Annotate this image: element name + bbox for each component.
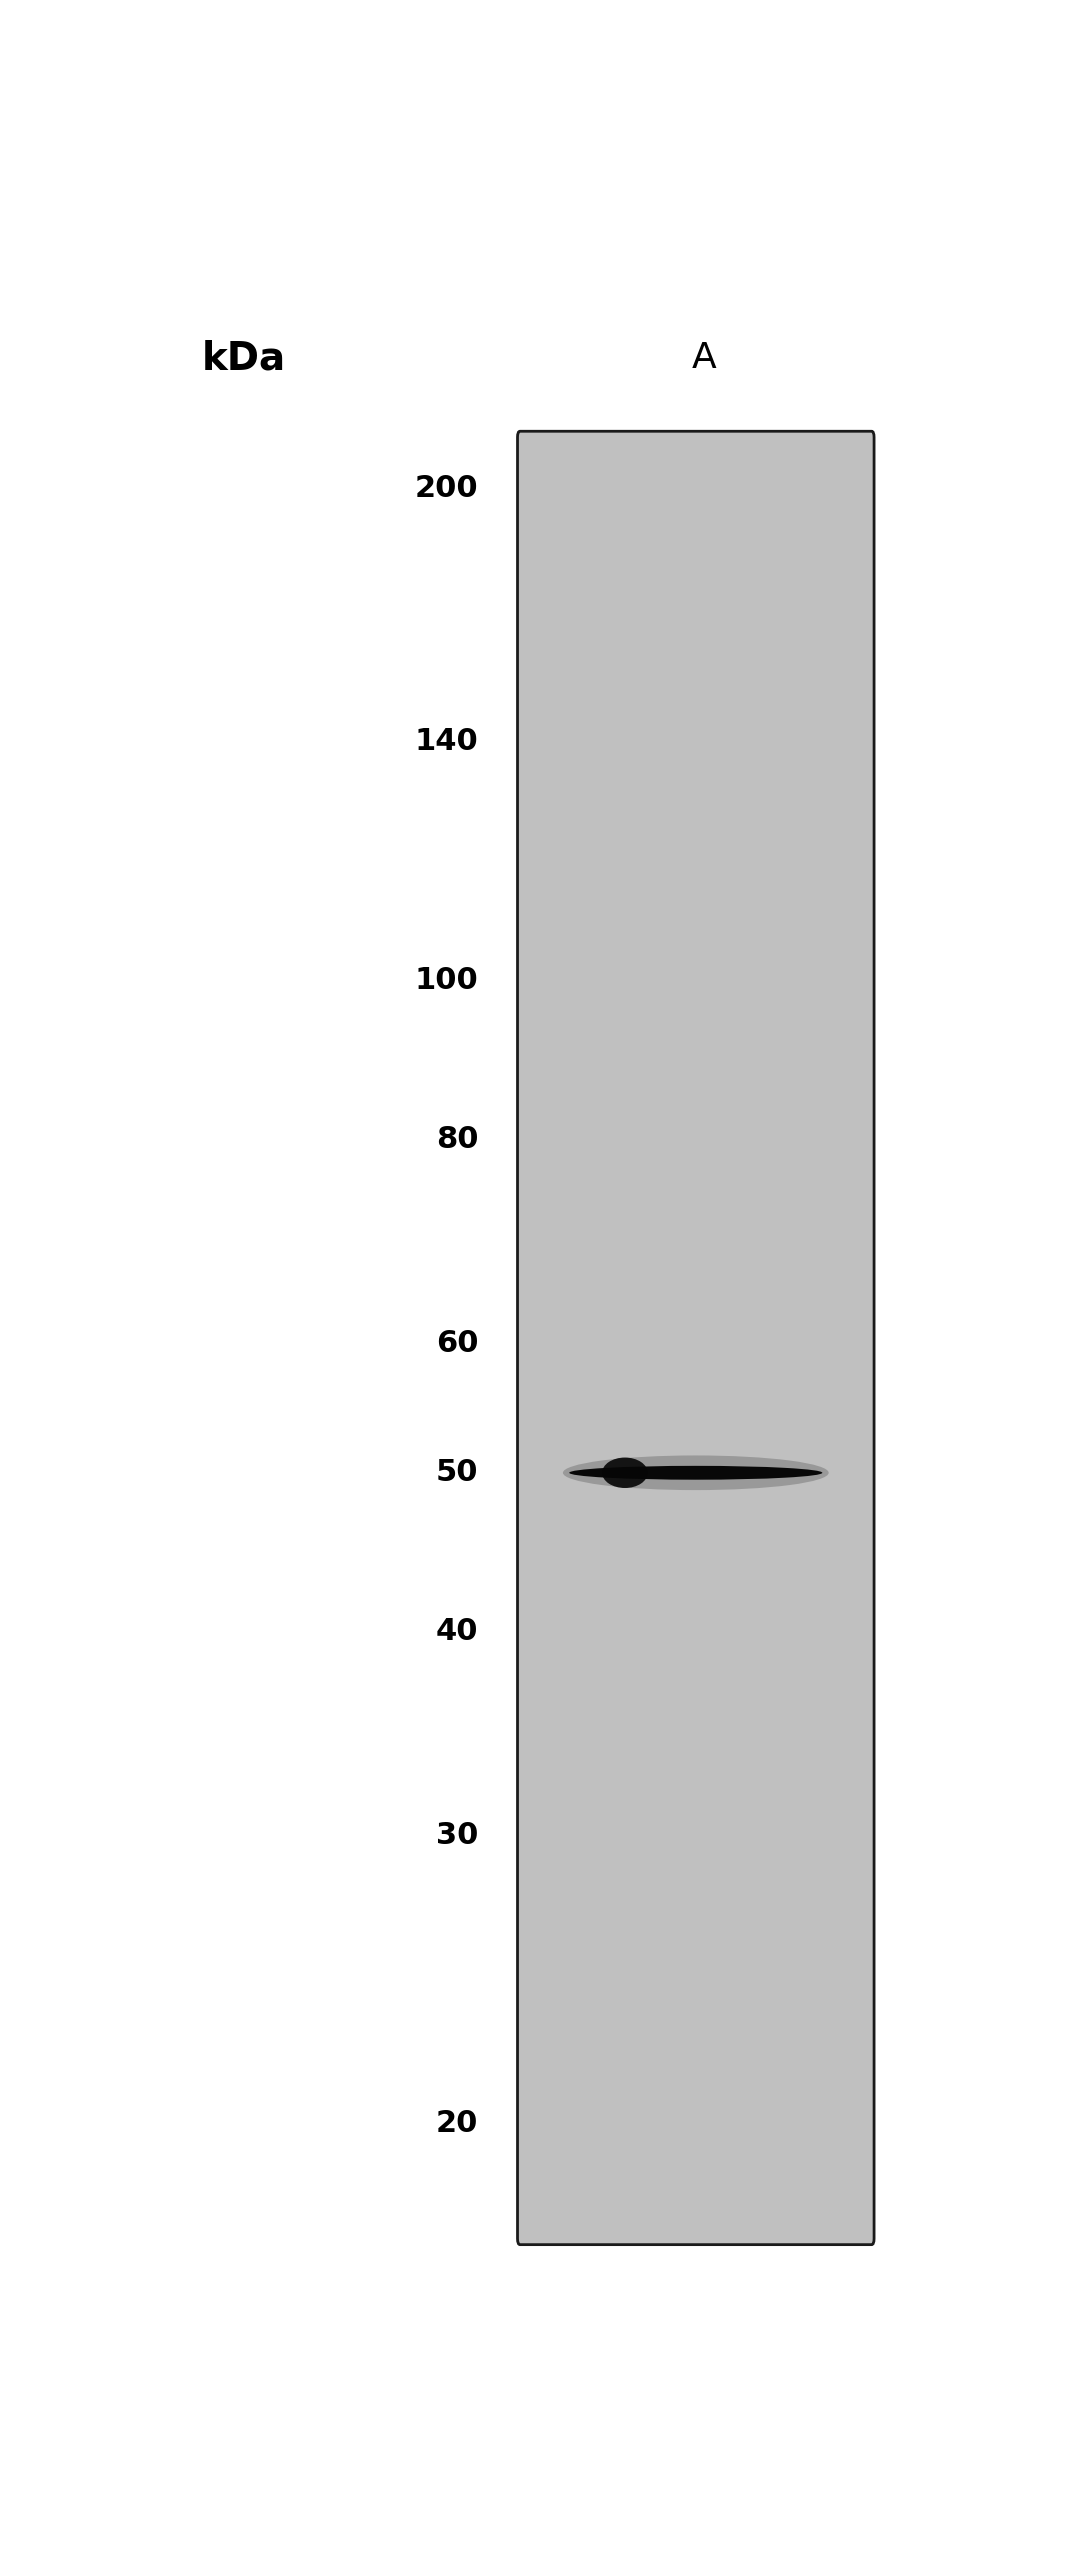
- Text: 140: 140: [415, 728, 478, 756]
- Text: 20: 20: [436, 2108, 478, 2139]
- Text: 60: 60: [435, 1329, 478, 1357]
- Ellipse shape: [563, 1455, 828, 1491]
- Text: 80: 80: [435, 1124, 478, 1154]
- Text: 40: 40: [435, 1617, 478, 1645]
- Text: kDa: kDa: [202, 339, 286, 378]
- Text: 50: 50: [435, 1458, 478, 1486]
- Text: 30: 30: [436, 1820, 478, 1851]
- Text: A: A: [692, 342, 716, 375]
- Text: 200: 200: [415, 473, 478, 504]
- FancyBboxPatch shape: [517, 432, 874, 2244]
- Ellipse shape: [603, 1458, 648, 1489]
- Text: 100: 100: [415, 967, 478, 995]
- Ellipse shape: [569, 1465, 822, 1481]
